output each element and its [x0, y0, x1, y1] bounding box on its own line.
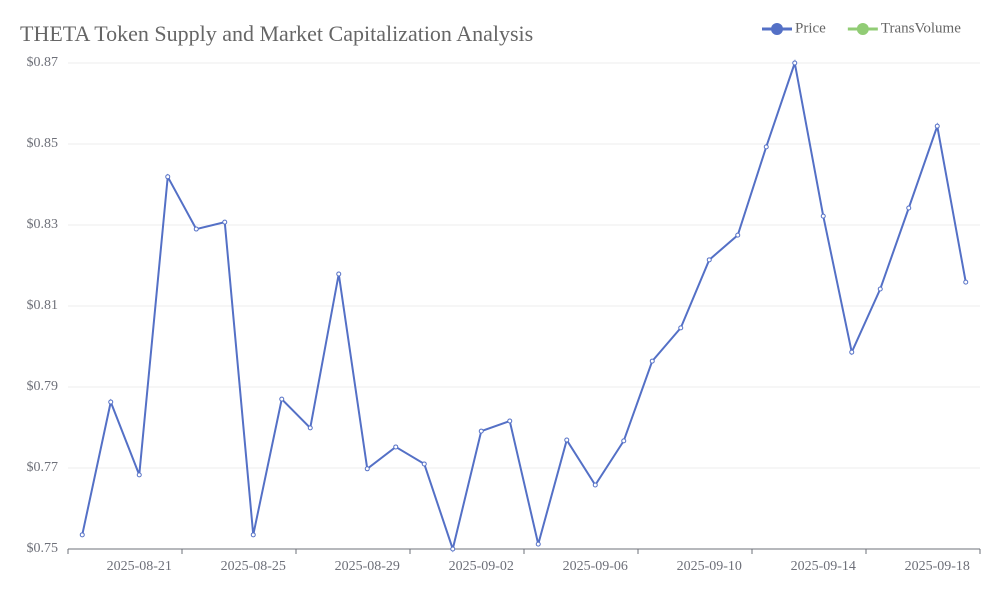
legend-label: Price	[795, 20, 826, 36]
line	[81, 59, 967, 553]
y-tick-label: $0.79	[27, 379, 59, 394]
y-tick-label: $0.87	[27, 55, 59, 70]
point	[79, 532, 85, 538]
point	[763, 144, 769, 150]
legend-marker	[771, 23, 783, 35]
x-tick-label: 2025-09-14	[791, 559, 856, 574]
point	[792, 60, 798, 66]
x-tick-label: 2025-09-18	[905, 559, 970, 574]
point	[934, 123, 940, 129]
point	[592, 482, 598, 488]
y-tick-label: $0.83	[27, 217, 59, 232]
point	[535, 541, 541, 547]
point	[678, 325, 684, 331]
x-tick-label: 2025-09-06	[563, 559, 628, 574]
point	[564, 437, 570, 443]
point	[906, 205, 912, 211]
y-tick-label: $0.75	[27, 541, 59, 556]
point	[222, 219, 228, 225]
point	[393, 444, 399, 450]
point	[193, 226, 199, 232]
x-tick-label: 2025-08-21	[107, 559, 172, 574]
x-tick-label: 2025-09-02	[449, 559, 514, 574]
y-tick-label: $0.85	[27, 136, 59, 151]
point	[450, 546, 456, 552]
x-tick-label: 2025-09-10	[677, 559, 742, 574]
point	[649, 358, 655, 364]
point	[478, 428, 484, 434]
point	[849, 349, 855, 355]
point	[250, 532, 256, 538]
point	[877, 286, 883, 292]
chart-title: THETA Token Supply and Market Capitaliza…	[20, 21, 533, 46]
point	[108, 399, 114, 405]
point	[507, 418, 513, 424]
point	[735, 232, 741, 238]
point	[279, 396, 285, 402]
point	[963, 279, 969, 285]
point	[421, 461, 427, 467]
point	[820, 213, 826, 219]
point	[364, 466, 370, 472]
y-tick-label: $0.81	[27, 298, 59, 313]
point	[165, 174, 171, 180]
x-tick-label: 2025-08-29	[335, 559, 400, 574]
legend-marker	[856, 23, 869, 35]
x-tick-label: 2025-08-25	[221, 559, 286, 574]
point	[621, 438, 627, 444]
legend-label: TransVolume	[881, 20, 961, 36]
point	[706, 257, 712, 263]
point	[307, 425, 313, 431]
y-tick-label: $0.77	[27, 460, 59, 475]
point	[336, 271, 342, 277]
point	[136, 472, 142, 478]
